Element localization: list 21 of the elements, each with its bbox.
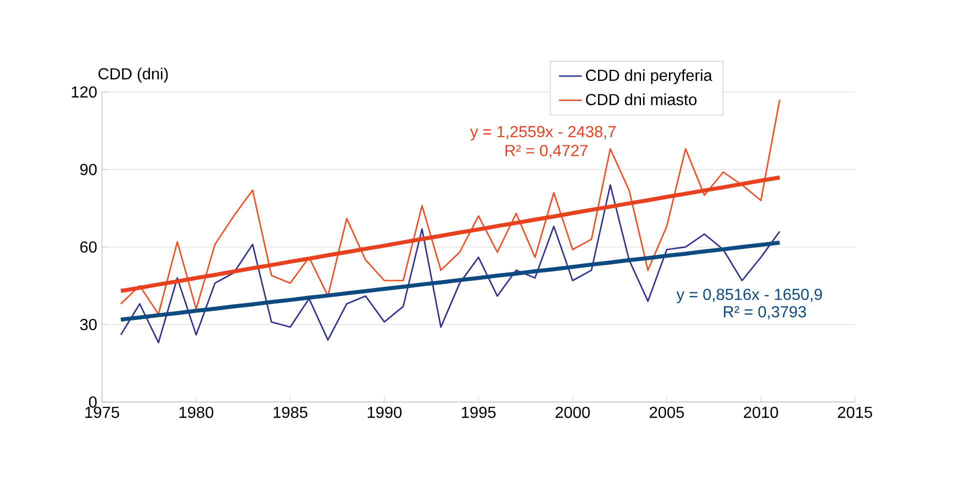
annotation: y = 0,8516x - 1650,9 <box>676 288 822 304</box>
legend-label: CDD dni peryferia <box>586 69 712 84</box>
x-tick-label: 2005 <box>650 406 684 418</box>
x-tick-label: 1975 <box>85 406 120 418</box>
x-tick-label: 1990 <box>368 406 402 418</box>
x-tick-label: 1995 <box>462 406 496 418</box>
y-tick-label: 30 <box>80 318 97 330</box>
x-tick-label: 2010 <box>744 406 778 418</box>
annotation: R² = 0,4727 <box>506 144 588 158</box>
y-tick-label: 120 <box>72 86 97 98</box>
annotation: R² = 0,3793 <box>724 306 806 320</box>
x-tick-label: 2000 <box>556 406 590 418</box>
x-tick-label: 2015 <box>838 406 872 418</box>
x-tick-label: 1980 <box>180 406 214 418</box>
legend-label: CDD dni miasto <box>586 94 696 106</box>
y-axis-title: CDD (dni) <box>98 68 168 83</box>
annotation: y = 1,2559x - 2438,7 <box>470 126 616 140</box>
y-tick-label: 90 <box>80 164 97 176</box>
x-tick-label: 1985 <box>274 406 308 418</box>
y-tick-label: 0 <box>89 396 97 408</box>
y-tick-label: 60 <box>80 241 97 253</box>
